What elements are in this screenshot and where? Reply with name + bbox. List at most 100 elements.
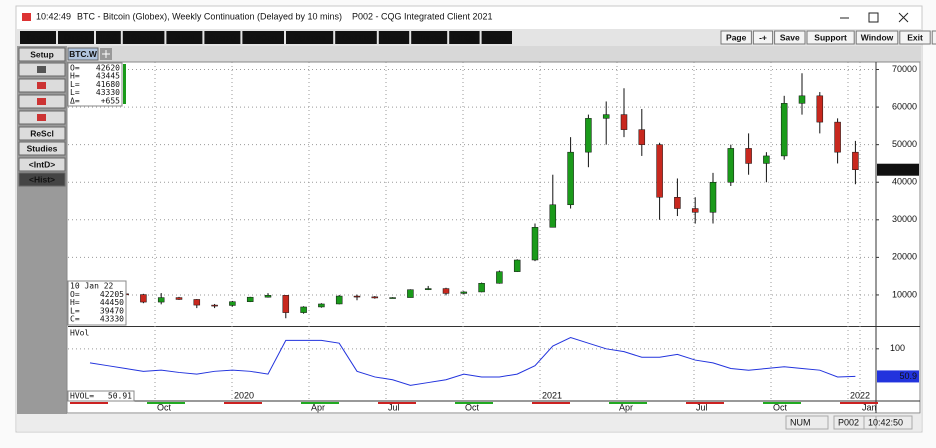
maximize[interactable] <box>868 12 879 23</box>
toolbar-label[interactable]: Support <box>814 32 847 42</box>
toolbar-label[interactable]: Exit <box>907 32 923 42</box>
clock: 10:42:49 <box>36 12 71 22</box>
toolbar-button[interactable] <box>481 31 512 44</box>
toolbar-button[interactable] <box>855 30 899 45</box>
toolbar-button[interactable] <box>899 30 931 45</box>
toolbar-button[interactable] <box>58 31 94 44</box>
readout-value: 44450 <box>100 298 124 307</box>
toolbar-label[interactable]: Page <box>726 32 747 42</box>
toolbar-label[interactable]: -+ <box>759 32 767 42</box>
candle-body <box>246 296 254 302</box>
toolbar-button[interactable] <box>286 31 334 44</box>
toolbar-label[interactable]: T&S <box>100 32 117 42</box>
candle-body <box>335 295 343 305</box>
toolbar-label[interactable]: Alert <box>175 32 195 42</box>
candle-body <box>656 144 663 198</box>
readout-box <box>67 390 135 402</box>
side-button[interactable] <box>18 172 66 187</box>
toolbar-button[interactable] <box>720 30 752 45</box>
side-button[interactable] <box>18 141 66 156</box>
toolbar-button[interactable] <box>204 31 241 44</box>
toolbar-button[interactable] <box>449 31 480 44</box>
y-tick-label: 50000 <box>892 139 917 149</box>
candle-body <box>424 288 432 290</box>
readout-value: 43445 <box>96 72 120 81</box>
last-price-box <box>877 163 919 176</box>
candle-body <box>193 299 201 306</box>
readout-value: 42205 <box>100 290 124 299</box>
toolbar-button[interactable] <box>20 31 56 44</box>
toolbar-label[interactable]: Window <box>861 32 894 42</box>
readout-date: 10 Jan 22 <box>70 282 114 291</box>
toolbar-button[interactable] <box>96 31 121 44</box>
y-tick-label: 60000 <box>892 101 917 111</box>
side-label[interactable]: Studies <box>27 143 58 153</box>
x-tick-label: Jul <box>696 402 708 412</box>
y-tick-label: 70000 <box>892 64 917 74</box>
side-label[interactable]: <Hist> <box>29 174 55 184</box>
side-label[interactable]: ReScl <box>30 128 54 138</box>
toolbar-label[interactable]: Quote <box>64 32 89 42</box>
toolbar-label[interactable]: News <box>383 32 405 42</box>
last-value-box <box>877 370 919 383</box>
candle-body <box>585 118 592 153</box>
x-tick-label: Oct <box>465 402 480 412</box>
tab[interactable] <box>67 47 99 61</box>
candle-body <box>727 148 735 183</box>
side-button[interactable] <box>18 126 66 141</box>
x-tick-label: 2020 <box>234 390 254 400</box>
toolbar-button[interactable] <box>806 30 855 45</box>
toolbar-label[interactable]: Status <box>131 32 157 42</box>
period-band <box>301 402 339 404</box>
side-label[interactable]: Setup <box>30 49 54 59</box>
toolbar-button[interactable] <box>378 31 410 44</box>
toolbar-label[interactable]: RFQs <box>453 32 476 42</box>
app-icon <box>22 13 31 21</box>
toolbar-label[interactable]: OrdTkt <box>342 32 370 42</box>
candle-body <box>318 303 325 308</box>
readout-value: +655 <box>101 96 120 105</box>
period-band <box>147 402 185 404</box>
period-band <box>378 402 416 404</box>
candle-body <box>567 151 574 206</box>
icon-glyph <box>37 114 46 121</box>
side-button[interactable] <box>18 47 66 62</box>
toolbar-label[interactable]: SnapQ <box>209 32 237 42</box>
toolbar-label[interactable]: AllCon <box>250 32 277 42</box>
toolbar-button[interactable] <box>335 31 377 44</box>
toolbar-button[interactable] <box>166 31 203 44</box>
x-tick-label: Jul <box>388 402 400 412</box>
readout-label: L= <box>70 306 80 315</box>
client-name: P002 - CQG Integrated Client 2021 <box>352 12 493 22</box>
status-text: 10:42:50 <box>868 417 903 427</box>
toolbar-label[interactable]: More <box>487 32 508 42</box>
candle-body <box>353 295 361 298</box>
toolbar-button[interactable] <box>931 30 936 45</box>
toolbar-button[interactable] <box>411 31 448 44</box>
tab-label[interactable]: BTC.W <box>69 49 98 59</box>
candle-body <box>229 301 236 306</box>
candle-body <box>834 121 841 153</box>
readout-value: 50.91 <box>108 392 132 401</box>
readout-label: H= <box>70 298 80 307</box>
candle-body <box>763 155 770 164</box>
tab-strip <box>67 46 921 62</box>
candle-body <box>549 204 557 228</box>
toolbar-label[interactable]: Trade <box>418 32 441 42</box>
readout-label: H= <box>70 72 80 81</box>
candle-body <box>852 151 859 170</box>
toolbar-label[interactable]: Chart <box>27 32 49 42</box>
toolbar-button[interactable] <box>752 30 774 45</box>
toolbar-button[interactable] <box>242 31 284 44</box>
side-button[interactable] <box>18 157 66 172</box>
toolbar-button[interactable] <box>774 30 806 45</box>
toolbar-label[interactable]: Options <box>294 32 326 42</box>
toolbar-button[interactable] <box>122 31 165 44</box>
status-cell <box>863 415 913 430</box>
toolbar-label[interactable]: Save <box>780 32 800 42</box>
x-tick-label: Apr <box>619 402 633 412</box>
side-label[interactable]: <IntD> <box>29 159 55 169</box>
period-band <box>532 402 570 404</box>
y-tick-label: 30000 <box>892 214 917 224</box>
close[interactable] <box>898 12 909 23</box>
